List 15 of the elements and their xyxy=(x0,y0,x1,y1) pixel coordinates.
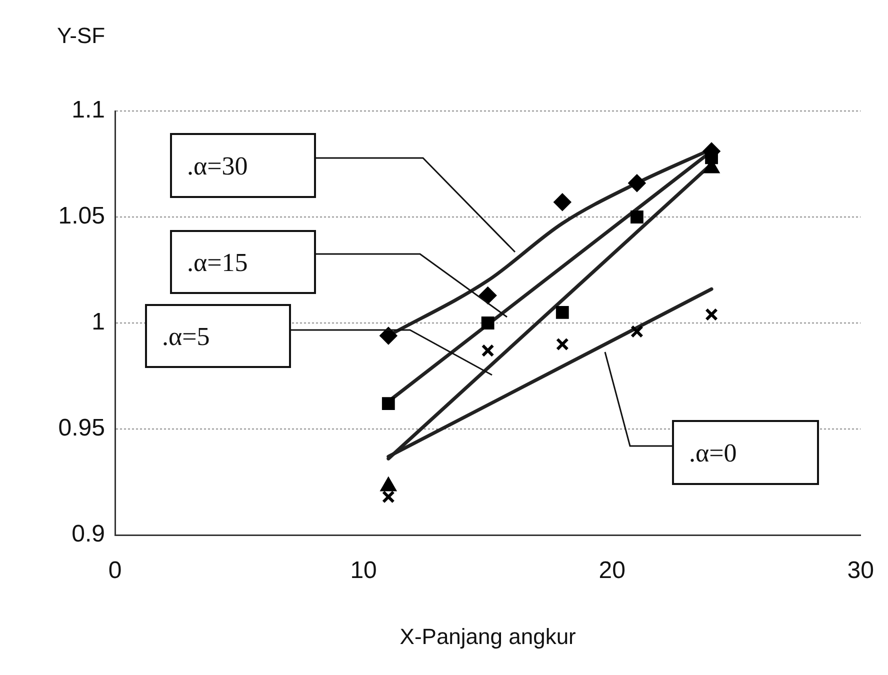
annotation: .α=0 xyxy=(689,438,737,468)
y-tick-label: 0.95 xyxy=(58,414,105,442)
x-axis-title: X-Panjang angkur xyxy=(400,624,576,649)
y-tick-label: 0.9 xyxy=(72,520,105,548)
y-tick-label: 1.1 xyxy=(72,96,105,124)
x-tick-label: 20 xyxy=(598,557,626,584)
x-tick-label: 10 xyxy=(350,557,377,584)
annotation: .α=5 xyxy=(162,322,210,351)
y-tick-label: 1.05 xyxy=(58,202,105,230)
x-tick-label: 30 xyxy=(847,557,874,584)
y-tick-label: 1 xyxy=(92,308,105,336)
x-tick-label: 0 xyxy=(108,557,122,584)
annotation: .α=15 xyxy=(187,248,248,277)
annotation: .α=30 xyxy=(187,152,248,180)
y-axis-title: Y-SF xyxy=(57,23,106,48)
